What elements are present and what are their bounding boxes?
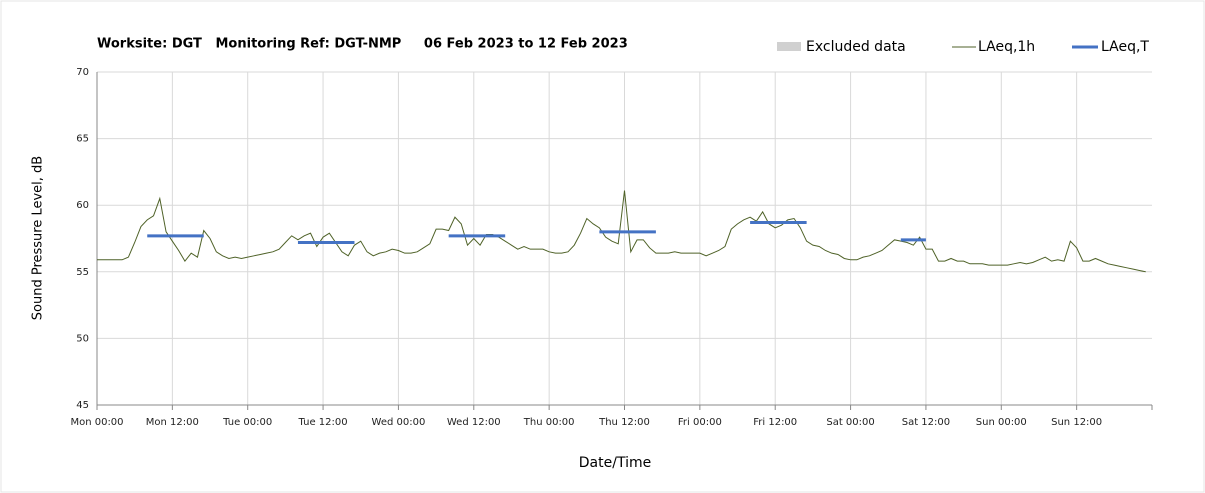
data-line	[97, 190, 1146, 273]
legend-swatch	[777, 42, 801, 51]
x-tick-label: Wed 00:00	[372, 417, 426, 428]
x-tick-label: Tue 12:00	[298, 417, 348, 428]
y-tick-label: 50	[76, 333, 89, 344]
x-tick-label: Thu 12:00	[598, 417, 650, 428]
y-tick-label: 60	[76, 200, 89, 211]
x-tick-label: Thu 00:00	[523, 417, 575, 428]
x-tick-label: Sun 00:00	[976, 417, 1027, 428]
legend-label: LAeq,1h	[978, 39, 1035, 55]
y-tick-label: 45	[76, 400, 89, 411]
legend-label: Excluded data	[806, 39, 906, 55]
x-tick-label: Mon 00:00	[70, 417, 123, 428]
x-tick-label: Fri 00:00	[678, 417, 722, 428]
x-tick-label: Wed 12:00	[447, 417, 501, 428]
x-tick-label: Mon 12:00	[146, 417, 199, 428]
chart-title: Worksite: DGT Monitoring Ref: DGT-NMP 06…	[97, 37, 628, 52]
x-tick-label: Tue 00:00	[222, 417, 272, 428]
x-tick-label: Sat 12:00	[902, 417, 950, 428]
y-tick-label: 65	[76, 134, 89, 145]
x-tick-label: Sun 12:00	[1051, 417, 1102, 428]
x-tick-label: Sat 00:00	[826, 417, 874, 428]
legend-label: LAeq,T	[1101, 39, 1149, 55]
y-axis-label: Sound Pressure Level, dB	[31, 156, 46, 320]
y-tick-label: 70	[76, 67, 89, 78]
y-tick-label: 55	[76, 267, 89, 278]
x-axis-label: Date/Time	[579, 455, 651, 471]
x-tick-label: Fri 12:00	[753, 417, 797, 428]
